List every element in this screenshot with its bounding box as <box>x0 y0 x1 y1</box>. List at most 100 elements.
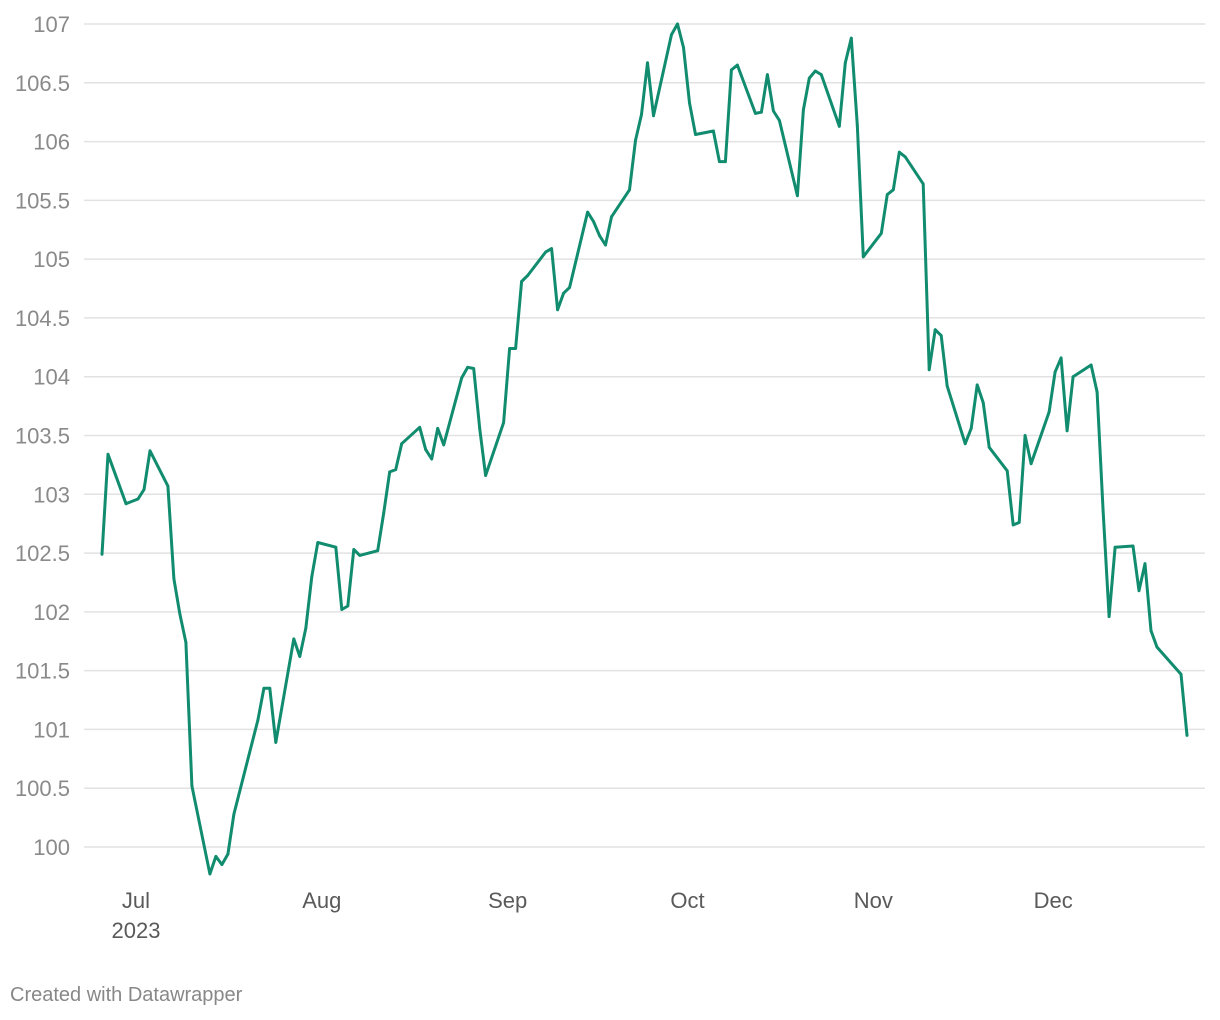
data-point <box>855 123 859 127</box>
data-point <box>430 457 434 461</box>
data-point <box>124 502 128 506</box>
data-point <box>640 113 643 116</box>
data-point <box>1137 589 1141 593</box>
data-point <box>148 449 152 453</box>
data-point <box>292 637 296 641</box>
data-point <box>819 73 823 76</box>
data-point <box>694 133 697 136</box>
data-point <box>340 608 344 611</box>
data-point <box>927 368 931 372</box>
data-point <box>837 124 841 128</box>
data-point <box>778 119 781 122</box>
data-point <box>232 812 236 816</box>
data-point <box>807 76 811 80</box>
data-point <box>562 291 565 295</box>
data-point <box>802 108 805 112</box>
data-point <box>472 367 476 370</box>
data-point <box>142 488 146 491</box>
data-point <box>897 150 901 154</box>
data-point <box>1017 521 1021 524</box>
data-point <box>220 863 224 866</box>
data-point <box>766 73 769 76</box>
data-point <box>268 686 272 690</box>
y-tick-label: 103 <box>33 482 70 507</box>
data-point <box>520 280 523 283</box>
data-point <box>1149 629 1153 633</box>
data-point <box>718 160 721 164</box>
data-point <box>442 443 446 447</box>
data-point <box>1143 562 1147 566</box>
data-point <box>166 484 170 488</box>
gridlines <box>84 23 1205 848</box>
data-point <box>376 549 380 553</box>
data-point <box>568 286 571 289</box>
data-point <box>586 210 589 214</box>
y-tick-label: 107 <box>33 12 70 37</box>
data-point <box>514 347 517 350</box>
data-point <box>903 155 907 159</box>
data-point <box>352 548 356 551</box>
data-point <box>724 160 727 164</box>
data-point <box>358 554 362 557</box>
y-tick-label: 102 <box>33 600 70 625</box>
data-point <box>670 33 673 36</box>
data-point <box>1047 410 1051 414</box>
data-point <box>484 474 487 477</box>
data-point <box>1011 523 1015 527</box>
data-point <box>1065 429 1069 433</box>
data-point <box>460 376 464 380</box>
data-point <box>760 110 763 114</box>
data-point <box>382 511 386 515</box>
data-point <box>100 552 104 556</box>
y-tick-label: 106 <box>33 130 70 155</box>
data-point <box>502 421 505 424</box>
series-layer <box>100 22 1189 876</box>
data-point <box>975 383 979 387</box>
data-point <box>418 425 422 429</box>
data-point <box>933 328 937 332</box>
data-point <box>250 742 254 745</box>
data-point <box>400 442 404 446</box>
data-point <box>316 541 320 544</box>
data-point <box>466 365 470 369</box>
data-point <box>945 384 949 388</box>
data-point <box>544 250 547 254</box>
data-point <box>346 604 350 608</box>
data-point <box>634 139 637 142</box>
data-point <box>1179 672 1183 676</box>
data-point <box>388 470 392 474</box>
x-tick-year-label: 2023 <box>112 918 161 943</box>
data-point <box>843 61 847 65</box>
data-point <box>550 247 553 251</box>
data-point <box>849 36 853 40</box>
data-point <box>1185 733 1189 737</box>
data-point <box>963 442 967 446</box>
x-tick-label: Sep <box>488 888 527 913</box>
data-point <box>879 231 883 235</box>
data-point <box>214 855 218 858</box>
data-point <box>298 655 302 658</box>
data-point <box>1029 462 1033 466</box>
data-point <box>772 109 775 113</box>
y-tick-label: 105 <box>33 247 70 272</box>
data-point <box>987 445 991 449</box>
y-tick-label: 106.5 <box>15 71 70 96</box>
data-point <box>604 243 607 247</box>
data-point <box>646 61 649 65</box>
data-point <box>1005 469 1009 473</box>
data-point <box>226 852 230 856</box>
x-tick-label: Jul <box>122 888 150 913</box>
data-point <box>178 612 182 616</box>
data-point <box>861 255 865 259</box>
data-point <box>394 468 398 471</box>
data-point <box>598 234 601 238</box>
data-point <box>136 497 140 501</box>
data-point <box>712 129 715 133</box>
data-point <box>885 193 889 196</box>
x-tick-label: Nov <box>854 888 893 913</box>
data-point <box>1101 509 1105 513</box>
data-point <box>310 575 314 578</box>
data-point <box>813 69 817 73</box>
y-tick-label: 100 <box>33 835 70 860</box>
data-point <box>190 784 194 788</box>
